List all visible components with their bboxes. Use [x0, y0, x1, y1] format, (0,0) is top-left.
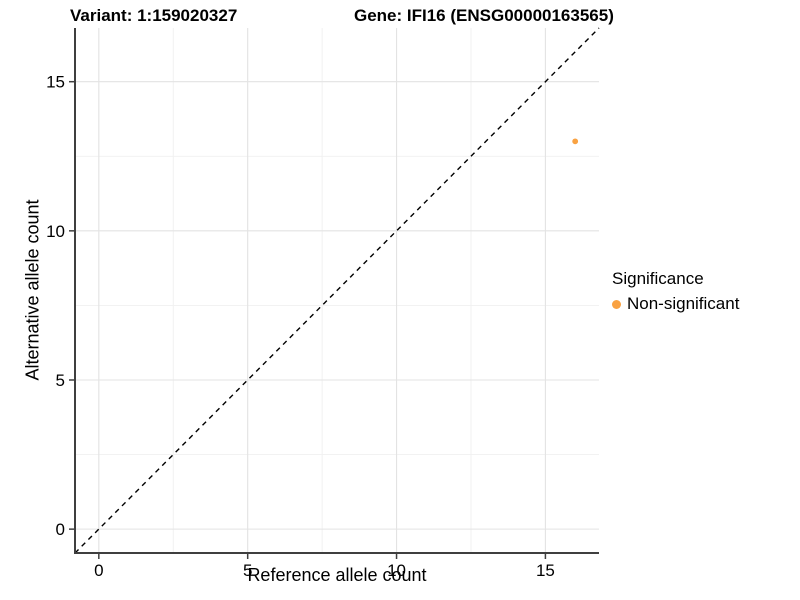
legend-title: Significance: [612, 269, 704, 288]
y-tick-label: 0: [56, 520, 65, 539]
y-tick-label: 5: [56, 371, 65, 390]
gene-title: Gene: IFI16 (ENSG00000163565): [354, 6, 614, 25]
y-tick-label: 10: [46, 222, 65, 241]
legend-dot-icon: [612, 299, 621, 309]
y-tick-label: 15: [46, 73, 65, 92]
variant-title: Variant: 1:159020327: [70, 6, 238, 25]
x-tick-label: 10: [387, 561, 406, 580]
legend: Significance Non-significant: [612, 269, 739, 314]
x-axis-title: Reference allele count: [247, 565, 427, 585]
legend-item-label: Non-significant: [627, 294, 740, 313]
y-axis-title: Alternative allele count: [22, 199, 43, 381]
x-tick-label: 5: [243, 561, 252, 580]
x-tick-label: 0: [94, 561, 103, 580]
x-tick-label: 15: [536, 561, 555, 580]
data-point: [572, 138, 579, 145]
identity-line: [74, 27, 600, 554]
legend-item: Non-significant: [612, 294, 739, 314]
